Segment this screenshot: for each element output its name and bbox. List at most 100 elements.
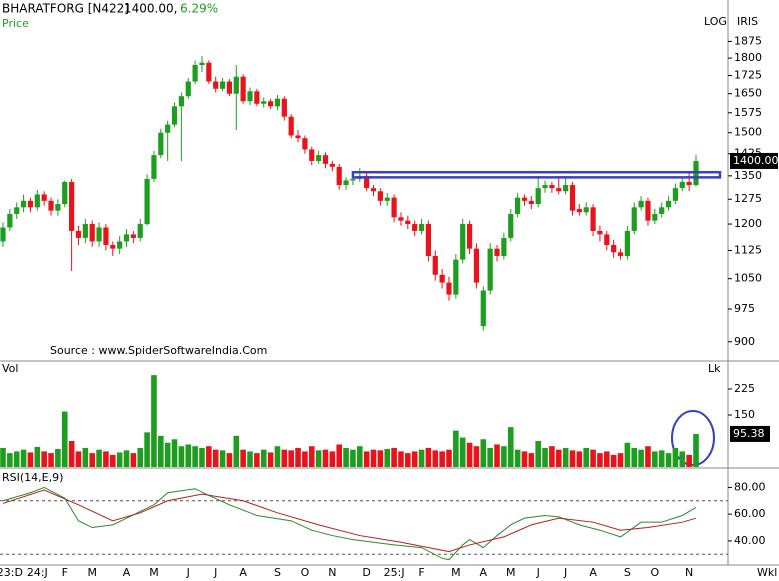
x-tick-label: O	[650, 566, 659, 579]
candle-body	[631, 207, 637, 231]
volume-bar	[453, 430, 459, 467]
candle-body	[165, 124, 171, 133]
volume-bar	[164, 442, 171, 467]
volume-bar	[13, 451, 20, 467]
candle-body	[473, 248, 480, 283]
candle-body	[364, 175, 370, 189]
volume-bar	[247, 451, 253, 467]
last-volume-box	[730, 425, 770, 442]
volume-bar	[219, 450, 226, 467]
x-tick-label: 25:J	[384, 566, 405, 579]
candle-body	[48, 200, 54, 211]
rsi-tick-label: 40.00	[734, 534, 766, 547]
candle-body	[158, 132, 164, 156]
candle-body	[494, 248, 500, 256]
volume-bar	[55, 448, 61, 467]
quote: 1400.00,	[124, 2, 177, 16]
volume-bar	[501, 446, 507, 467]
candle-body	[611, 245, 617, 253]
candle-body	[137, 224, 143, 238]
x-tick-label: A	[123, 566, 131, 579]
volume-bar	[480, 439, 487, 467]
candle-body	[192, 64, 198, 82]
candle-body	[604, 234, 610, 246]
candle-body	[151, 155, 157, 179]
candle-body	[645, 200, 651, 221]
x-tick-label: A	[239, 566, 247, 579]
volume-bar	[432, 450, 439, 467]
rsi-line	[2, 489, 697, 553]
change: 6.29%	[180, 2, 218, 16]
rsi-line	[2, 486, 697, 561]
y-tick-label: 1200	[734, 217, 762, 230]
x-tick-label: A	[480, 566, 488, 579]
candle-body	[439, 274, 445, 283]
x-tick-label: M	[87, 566, 97, 579]
candle-body	[425, 224, 432, 256]
volume-tick-label: 225	[734, 382, 755, 395]
volume-bar	[391, 447, 397, 467]
last-volume-label: 95.38	[733, 427, 765, 440]
candle-body	[343, 180, 349, 186]
volume-bar	[226, 453, 233, 467]
candle-body	[446, 282, 452, 295]
volume-bar	[178, 446, 185, 467]
candle-body	[267, 101, 274, 107]
volume-bar	[370, 449, 377, 467]
resistance-zone	[351, 170, 722, 179]
x-tick-label: J	[536, 566, 540, 579]
volume-bar	[686, 454, 692, 467]
volume-bar	[494, 444, 500, 467]
volume-bar	[624, 442, 631, 467]
volume-bar	[528, 453, 535, 467]
volume-unit: Lk	[708, 362, 721, 375]
candle-body	[34, 194, 40, 208]
candle-body	[370, 188, 377, 192]
y-tick-label: 1800	[734, 51, 762, 64]
volume-bar	[130, 453, 137, 467]
volume-bar	[576, 451, 583, 467]
rsi-tick-label: 60.00	[734, 507, 766, 520]
volume-bar	[405, 453, 411, 467]
candle-body	[274, 98, 281, 107]
candle-body	[556, 188, 562, 192]
volume-bar	[672, 447, 679, 467]
source: Source : www.SpiderSoftwareIndia.Com	[50, 344, 267, 357]
volume-bar	[604, 451, 610, 467]
volume-bar	[466, 442, 473, 467]
volume-bar	[583, 447, 590, 467]
volume-bar	[446, 449, 452, 467]
volume-bar	[535, 441, 541, 467]
volume-bar	[459, 437, 466, 467]
candle-body	[453, 259, 459, 295]
volume-bar	[590, 449, 596, 467]
volume-bar	[240, 449, 246, 467]
volume-bar	[308, 446, 315, 467]
volume-bar	[48, 453, 54, 467]
candle-body	[528, 200, 534, 205]
volume-bar	[350, 449, 356, 467]
volume-bar	[542, 447, 548, 467]
candle-body	[617, 252, 624, 256]
volume-bar	[329, 451, 336, 467]
volume-bar	[34, 446, 41, 467]
brand: IRIS	[737, 15, 758, 28]
candle-body	[213, 81, 219, 89]
candle-body	[665, 200, 672, 208]
x-tick-label: D	[362, 566, 370, 579]
volume-bar	[41, 451, 47, 467]
candle-body	[62, 181, 68, 205]
volume-bar	[0, 447, 6, 467]
candle-body	[638, 200, 644, 208]
volume-bar	[288, 450, 294, 467]
highlight-ellipse	[671, 410, 715, 466]
candle-body	[185, 81, 191, 97]
candle-body	[501, 237, 507, 256]
volume-bar	[411, 451, 418, 467]
volume-bar	[116, 452, 123, 467]
candle-body	[171, 106, 178, 125]
candle-body	[521, 197, 528, 201]
volume-bar	[151, 375, 157, 467]
rsi-tick-label: 80.00	[734, 480, 766, 493]
candle-body	[82, 224, 88, 238]
